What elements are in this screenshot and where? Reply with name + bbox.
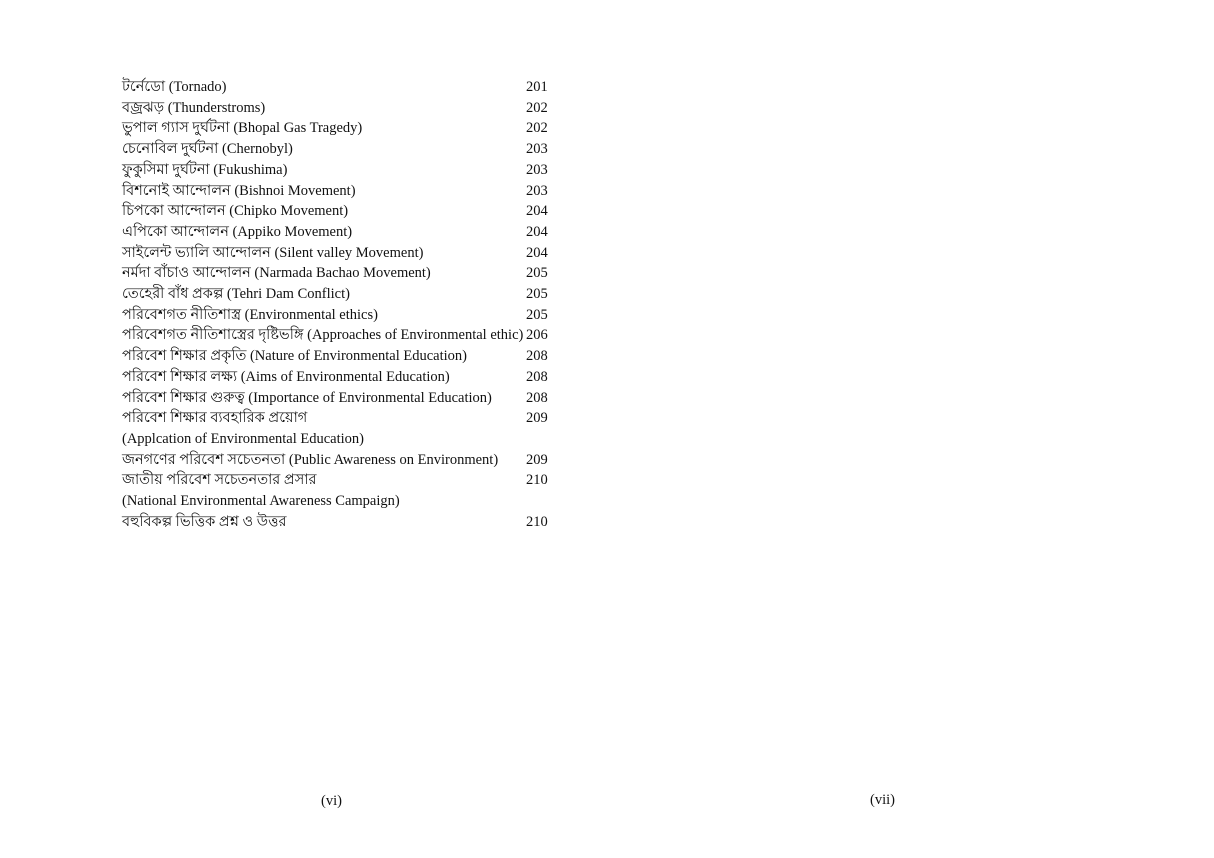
toc-entry-title: পরিবেশ শিক্ষার লক্ষ্য (Aims of Environme… [122, 368, 450, 385]
toc-entry-title: চেনোবিল দুর্ঘটনা (Chernobyl) [122, 141, 293, 158]
toc-entry-title: বিশনোই আন্দোলন (Bishnoi Movement) [122, 182, 356, 199]
toc-entry-title: এপিকো আন্দোলন (Appiko Movement) [122, 223, 353, 240]
toc-entry-page: 205 [526, 286, 548, 303]
toc-entry-page: 208 [526, 389, 548, 406]
toc-entry-page: 208 [526, 368, 548, 385]
toc-entry-title: বজ্রঝড় (Thunderstroms) [122, 99, 266, 116]
toc-entry-title: চিপকো আন্দোলন (Chipko Movement) [122, 203, 349, 220]
toc-entry: চেনোবিল দুর্ঘটনা (Chernobyl) 203 [122, 139, 552, 160]
page-number-left: (vi) [321, 793, 342, 809]
toc-entry-page: 210 [526, 472, 548, 489]
page-number-right: (vii) [870, 792, 895, 808]
toc-entry-title: সাইলেন্ট ভ্যালি আন্দোলন (Silent valley M… [122, 244, 424, 261]
toc-entry-title: পরিবেশ শিক্ষার প্রকৃতি (Nature of Enviro… [122, 348, 467, 365]
toc-entry-page: 204 [526, 244, 548, 261]
toc-entry-page: 202 [526, 120, 548, 137]
toc-entry-title: ভুপাল গ্যাস দুর্ঘটনা (Bhopal Gas Tragedy… [122, 120, 363, 137]
toc-entry-title: তেহেরী বাঁধ প্রকল্প (Tehri Dam Conflict) [122, 286, 350, 303]
toc-entry: চিপকো আন্দোলন (Chipko Movement) 204 [122, 201, 552, 222]
toc-entry-title: পরিবেশ শিক্ষার গুরুত্ব (Importance of En… [122, 389, 492, 406]
toc-entry-page: 203 [526, 141, 548, 158]
toc-entry: পরিবেশগত নীতিশাস্ত্রের দৃষ্টিভঙ্গি (Appr… [122, 325, 552, 346]
table-of-contents: টর্নেডো (Tornado) 201 বজ্রঝড় (Thunderstro… [122, 77, 552, 532]
toc-entry-title: টর্নেডো (Tornado) [122, 79, 227, 95]
toc-entry-page: 203 [526, 161, 548, 178]
toc-entry-page: 205 [526, 306, 548, 323]
toc-entry: জাতীয় পরিবেশ সচেতনতার প্রসার 210 [122, 470, 552, 491]
toc-entry: ফুকুসিমা দুর্ঘটনা (Fukushima) 203 [122, 160, 552, 181]
toc-entry: বহুবিকল্প ভিত্তিক প্রশ্ন ও উত্তর 210 [122, 512, 552, 533]
toc-entry: টর্নেডো (Tornado) 201 [122, 77, 552, 98]
toc-entry-title: বহুবিকল্প ভিত্তিক প্রশ্ন ও উত্তর [122, 513, 287, 530]
toc-entry: পরিবেশগত নীতিশাস্ত্র (Environmental ethi… [122, 305, 552, 326]
toc-entry-page: 201 [526, 79, 548, 95]
toc-entry-page: 203 [526, 182, 548, 199]
toc-entry-page: 208 [526, 348, 548, 365]
toc-entry-page: 204 [526, 223, 548, 240]
toc-entry-subtitle: (Applcation of Environmental Education) [122, 430, 364, 447]
toc-entry: এপিকো আন্দোলন (Appiko Movement) 204 [122, 222, 552, 243]
toc-entry-subtitle: (National Environmental Awareness Campai… [122, 493, 400, 510]
toc-entry: পরিবেশ শিক্ষার প্রকৃতি (Nature of Enviro… [122, 346, 552, 367]
toc-entry: সাইলেন্ট ভ্যালি আন্দোলন (Silent valley M… [122, 243, 552, 264]
toc-entry: নর্মদা বাঁচাও আন্দোলন (Narmada Bachao Mo… [122, 263, 552, 284]
toc-entry: ভুপাল গ্যাস দুর্ঘটনা (Bhopal Gas Tragedy… [122, 118, 552, 139]
toc-entry: পরিবেশ শিক্ষার গুরুত্ব (Importance of En… [122, 388, 552, 409]
toc-entry-title: ফুকুসিমা দুর্ঘটনা (Fukushima) [122, 161, 288, 178]
toc-entry-title: পরিবেশগত নীতিশাস্ত্রের দৃষ্টিভঙ্গি (Appr… [122, 327, 524, 344]
toc-entry-page: 204 [526, 203, 548, 220]
toc-entry-page: 205 [526, 265, 548, 282]
toc-entry-page: 209 [526, 451, 548, 468]
toc-entry-page: 209 [526, 410, 548, 427]
toc-entry-title: পরিবেশ শিক্ষার ব্যবহারিক প্রয়োগ [122, 410, 308, 427]
toc-entry: পরিবেশ শিক্ষার ব্যবহারিক প্রয়োগ 209 [122, 408, 552, 429]
toc-entry: পরিবেশ শিক্ষার লক্ষ্য (Aims of Environme… [122, 367, 552, 388]
toc-entry-page: 206 [526, 327, 548, 344]
toc-entry: বজ্রঝড় (Thunderstroms) 202 [122, 98, 552, 119]
toc-entry-title: নর্মদা বাঁচাও আন্দোলন (Narmada Bachao Mo… [122, 265, 431, 282]
toc-entry-title: পরিবেশগত নীতিশাস্ত্র (Environmental ethi… [122, 306, 378, 323]
toc-entry-title: জনগণের পরিবেশ সচেতনতা (Public Awareness … [122, 451, 499, 468]
toc-entry-page: 210 [526, 513, 548, 530]
toc-entry-page: 202 [526, 99, 548, 116]
toc-entry: জনগণের পরিবেশ সচেতনতা (Public Awareness … [122, 450, 552, 471]
toc-entry: তেহেরী বাঁধ প্রকল্প (Tehri Dam Conflict)… [122, 284, 552, 305]
toc-entry-title: জাতীয় পরিবেশ সচেতনতার প্রসার [122, 472, 317, 489]
toc-entry: বিশনোই আন্দোলন (Bishnoi Movement) 203 [122, 181, 552, 202]
